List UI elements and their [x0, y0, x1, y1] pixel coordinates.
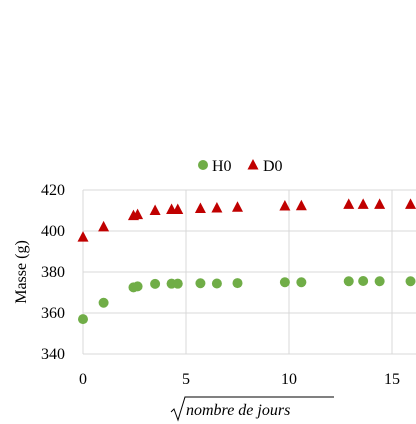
data-point-d0 [132, 208, 144, 220]
y-axis-label: Masse (g) [13, 240, 30, 304]
data-point-d0 [279, 199, 291, 211]
data-point-h0 [279, 277, 290, 288]
plot-marks [77, 198, 416, 325]
y-tick-label: 420 [41, 182, 65, 199]
data-point-d0 [194, 202, 206, 213]
data-point-h0 [195, 278, 206, 289]
y-tick-label: 400 [41, 223, 65, 240]
data-point-h0 [150, 278, 161, 289]
data-point-h0 [343, 276, 354, 287]
data-point-d0 [232, 201, 243, 212]
x-axis-ticks: 0 5 10 15 [79, 371, 400, 388]
data-point-h0 [132, 281, 143, 292]
data-point-d0 [77, 231, 89, 242]
legend-marker-h0 [198, 160, 208, 170]
data-point-h0 [172, 278, 183, 289]
data-point-d0 [357, 198, 369, 209]
data-point-h0 [405, 276, 416, 287]
data-point-d0 [374, 198, 386, 209]
y-axis-ticks: 340 360 380 400 420 [41, 182, 65, 363]
x-tick-label: 5 [182, 371, 190, 388]
data-point-h0 [358, 276, 369, 287]
x-tick-label: 10 [281, 371, 297, 388]
data-point-h0 [374, 276, 385, 287]
legend-marker-d0 [247, 159, 259, 170]
x-axis-label: nombre de jours [170, 396, 334, 422]
data-point-d0 [405, 198, 416, 209]
data-point-d0 [98, 220, 110, 232]
legend-label-h0: H0 [212, 158, 232, 175]
data-point-d0 [172, 203, 184, 214]
gridlines [82, 189, 416, 355]
data-point-d0 [295, 199, 307, 211]
x-axis-label-text: nombre de jours [186, 402, 290, 419]
y-tick-label: 360 [41, 305, 65, 322]
y-tick-label: 340 [41, 346, 65, 363]
data-point-d0 [211, 202, 223, 213]
data-point-d0 [343, 198, 355, 209]
data-point-h0 [232, 278, 243, 289]
data-point-h0 [211, 278, 222, 289]
data-point-h0 [296, 277, 307, 288]
x-tick-label: 15 [384, 371, 400, 388]
data-point-d0 [149, 204, 161, 215]
data-point-h0 [98, 297, 109, 308]
sqrt-symbol [170, 396, 334, 422]
legend-label-d0: D0 [263, 158, 283, 175]
data-point-h0 [78, 314, 88, 325]
x-tick-label: 0 [79, 371, 87, 388]
y-tick-label: 380 [41, 264, 65, 281]
legend: H0 D0 [198, 158, 283, 175]
